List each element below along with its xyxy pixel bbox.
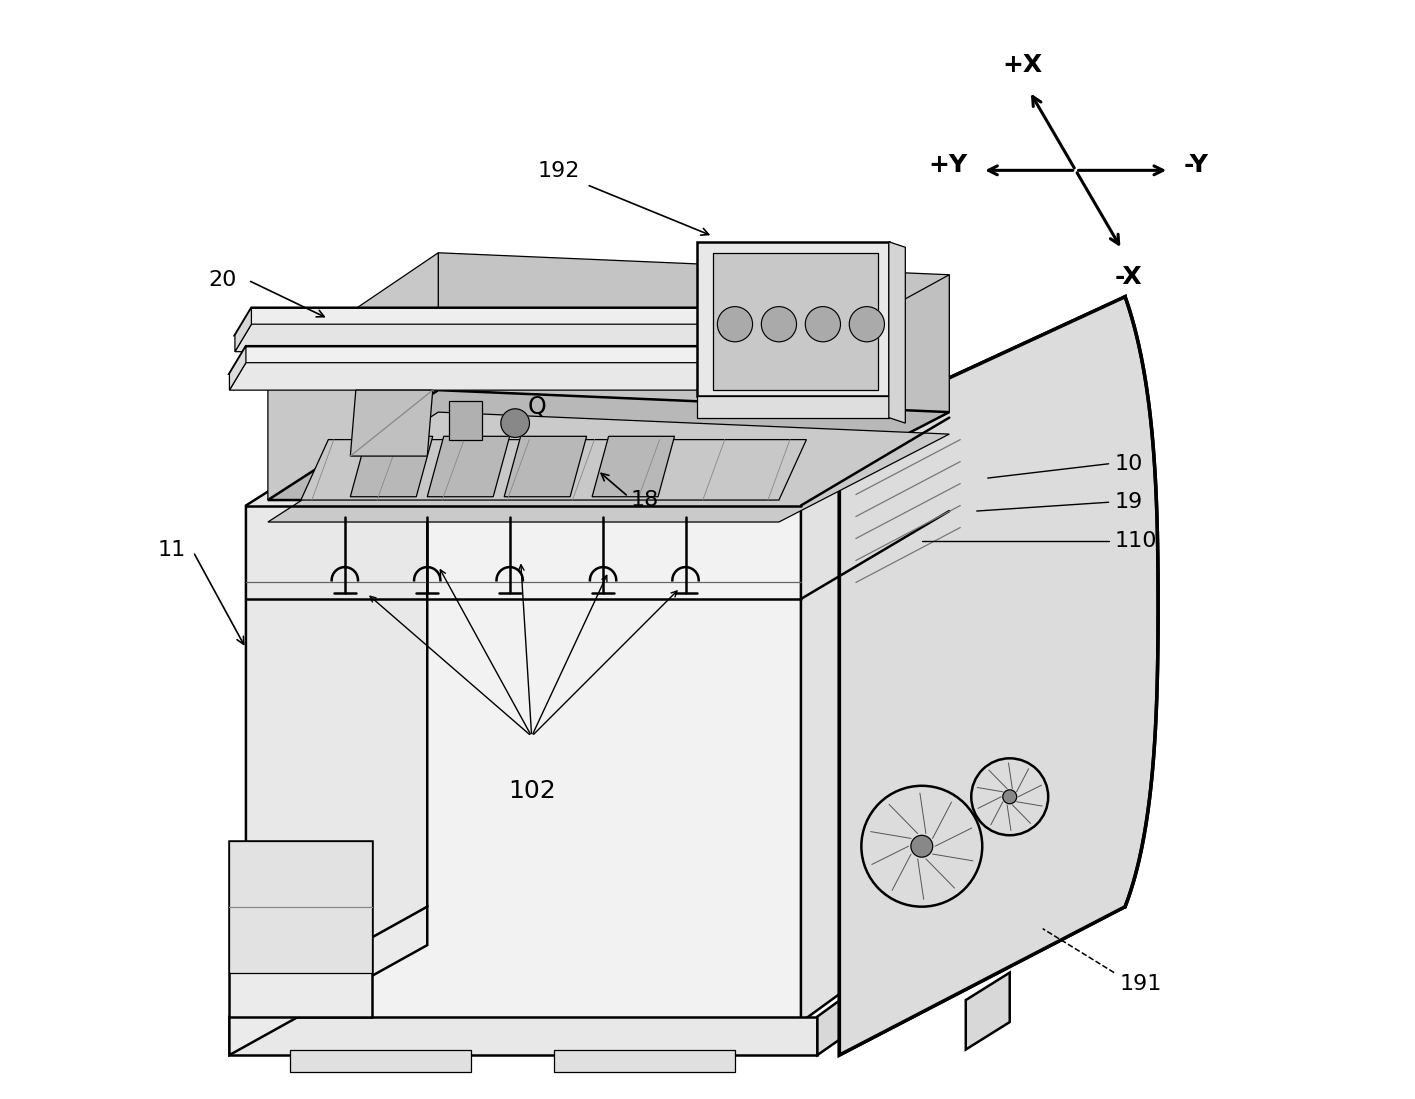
Polygon shape	[235, 308, 724, 335]
Polygon shape	[449, 401, 483, 440]
Text: 102: 102	[508, 779, 556, 803]
Polygon shape	[301, 440, 807, 500]
Circle shape	[849, 307, 884, 342]
Text: Q: Q	[528, 395, 546, 419]
Polygon shape	[591, 436, 675, 497]
Polygon shape	[713, 253, 877, 390]
Polygon shape	[504, 436, 587, 497]
Text: +Y: +Y	[928, 153, 968, 177]
Polygon shape	[235, 324, 724, 352]
Text: 192: 192	[538, 162, 580, 181]
Text: +X: +X	[1003, 53, 1043, 77]
Polygon shape	[439, 253, 949, 412]
Text: 20: 20	[209, 270, 238, 290]
Polygon shape	[966, 973, 1010, 1050]
Polygon shape	[267, 253, 439, 500]
Text: 110: 110	[1114, 531, 1156, 551]
Polygon shape	[778, 275, 949, 500]
Polygon shape	[267, 390, 949, 500]
Polygon shape	[229, 907, 427, 1055]
Polygon shape	[290, 1050, 471, 1072]
Text: -X: -X	[1115, 265, 1142, 289]
Polygon shape	[889, 242, 906, 423]
Text: 10: 10	[1114, 454, 1142, 474]
Polygon shape	[351, 390, 433, 456]
Circle shape	[501, 409, 529, 437]
Text: 19: 19	[1114, 492, 1142, 512]
Polygon shape	[839, 297, 1125, 1055]
Polygon shape	[427, 436, 509, 497]
Circle shape	[717, 307, 753, 342]
Polygon shape	[818, 885, 999, 1055]
Polygon shape	[839, 297, 1157, 1055]
Polygon shape	[267, 390, 949, 500]
Text: 18: 18	[631, 490, 659, 510]
Text: -Y: -Y	[1183, 153, 1208, 177]
Polygon shape	[229, 363, 713, 390]
Circle shape	[805, 307, 841, 342]
Polygon shape	[267, 412, 949, 522]
Polygon shape	[235, 308, 252, 352]
Circle shape	[1003, 790, 1016, 803]
Polygon shape	[801, 418, 982, 1022]
Polygon shape	[696, 242, 889, 396]
Text: 11: 11	[157, 540, 185, 559]
Circle shape	[761, 307, 797, 342]
Polygon shape	[229, 841, 372, 1017]
Polygon shape	[246, 506, 801, 1022]
Polygon shape	[553, 1050, 734, 1072]
Polygon shape	[229, 841, 372, 973]
Polygon shape	[229, 1017, 818, 1055]
Polygon shape	[246, 390, 427, 1022]
Polygon shape	[696, 396, 889, 418]
Text: 191: 191	[1119, 974, 1162, 993]
Polygon shape	[351, 436, 433, 497]
Polygon shape	[229, 346, 246, 390]
Circle shape	[911, 835, 932, 857]
Polygon shape	[229, 346, 713, 374]
